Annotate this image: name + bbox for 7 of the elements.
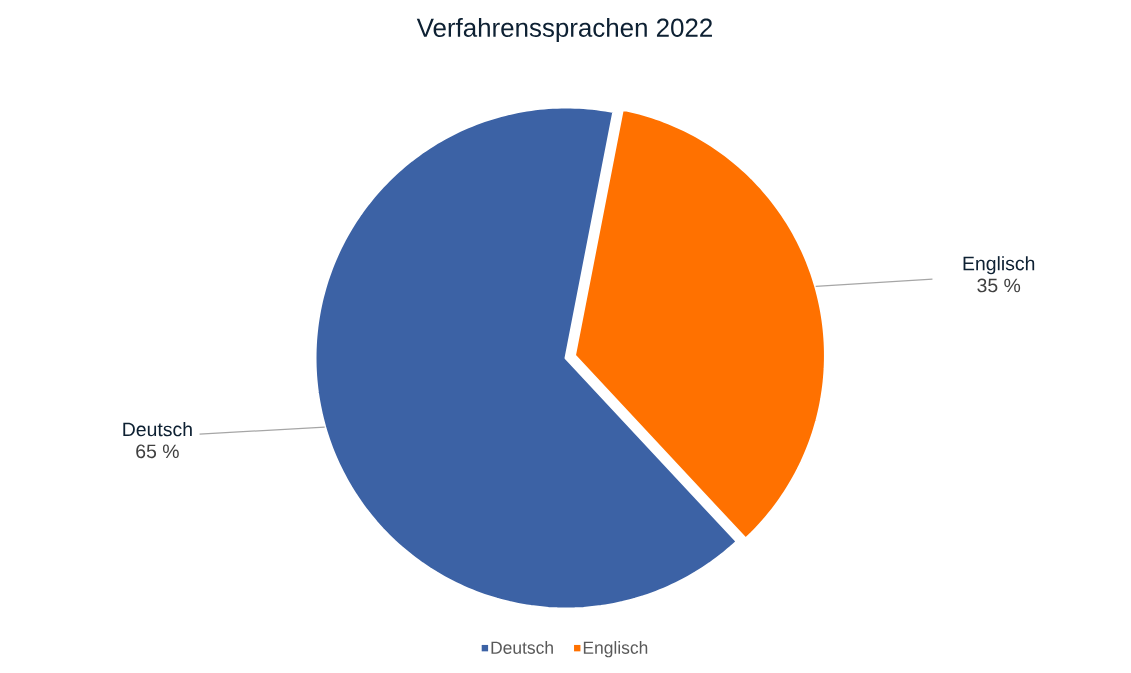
slice-label: Englisch [963, 256, 1035, 275]
legend-label: Deutsch [491, 641, 553, 654]
slice-label: Deutsch [123, 421, 192, 437]
data-label: 65 % [136, 444, 179, 459]
legend-label: Englisch [583, 641, 648, 658]
data-label: 35 % [977, 278, 1021, 293]
chart-title: Verfahrenssprachen 2022 [416, 17, 712, 43]
